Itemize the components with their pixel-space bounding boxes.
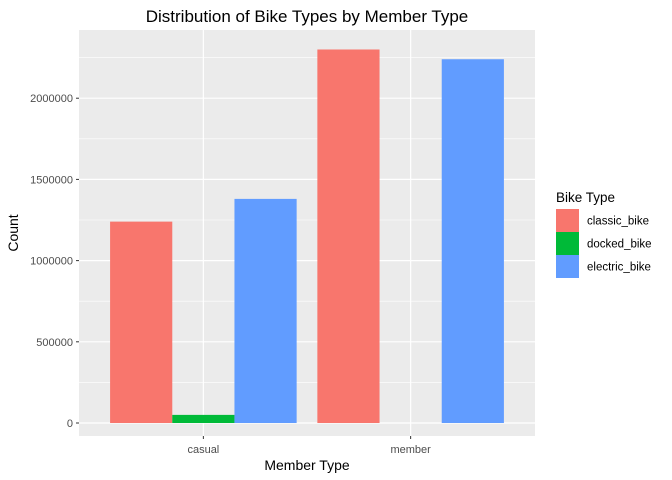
y-axis-ticks: 0 500000 1000000 1500000 2000000	[30, 93, 79, 430]
bar-casual-electric_bike	[234, 198, 297, 424]
y-tick-label: 0	[67, 418, 73, 430]
x-tick-label: member	[390, 444, 431, 456]
legend-key-classic_bike	[556, 209, 579, 232]
x-tick-label: casual	[187, 444, 219, 456]
chart-title: Distribution of Bike Types by Member Typ…	[146, 7, 469, 26]
legend-title: Bike Type	[556, 190, 615, 205]
y-tick-label: 500000	[36, 337, 73, 349]
bar-casual-classic_bike	[110, 221, 173, 424]
bar-casual-docked_bike	[172, 414, 235, 424]
x-axis-title: Member Type	[264, 457, 350, 473]
legend-key-electric_bike	[556, 255, 579, 278]
legend-label: electric_bike	[587, 262, 651, 274]
y-tick-label: 1000000	[30, 256, 73, 268]
y-tick-label: 2000000	[30, 93, 73, 105]
legend-label: classic_bike	[587, 216, 649, 228]
legend-label: docked_bike	[587, 239, 652, 251]
y-tick-label: 1500000	[30, 174, 73, 186]
bar-member-electric_bike	[441, 59, 504, 424]
y-axis-title: Count	[5, 214, 21, 251]
legend: Bike Type classic_bike docked_bikeelectri…	[556, 190, 652, 278]
bars	[110, 49, 504, 424]
bar-member-classic_bike	[317, 49, 380, 424]
legend-key-docked_bike	[556, 232, 579, 255]
x-axis-ticks: casual member	[187, 436, 431, 456]
